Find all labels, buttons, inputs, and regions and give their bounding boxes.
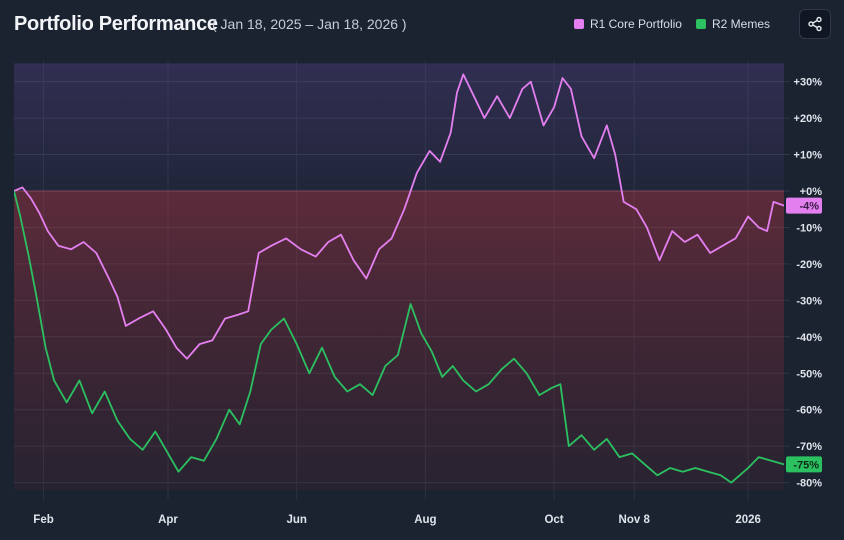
y-tick-label: -40% <box>796 332 822 344</box>
y-axis: +30% +20% +10% +0% -10% -20% -30% -40% -50% -60% -… <box>794 77 823 490</box>
y-tick-label: +0% <box>800 186 823 198</box>
y-tick-label: -30% <box>796 295 822 307</box>
end-label-bg-2 <box>786 456 822 473</box>
chart-title: Portfolio Performance <box>14 13 218 35</box>
x-tick-label: Feb <box>33 514 53 526</box>
legend-item-r1[interactable]: R1 Core Portfolio <box>573 17 682 31</box>
series-line-2[interactable] <box>14 190 784 484</box>
x-tick-label: Jun <box>286 514 306 526</box>
x-tick-label: Oct <box>544 514 563 526</box>
end-label-1: -4% <box>799 201 819 213</box>
negative-band <box>14 191 784 490</box>
end-labels: -4% -75% <box>786 197 822 473</box>
y-tick-label: -50% <box>796 368 822 380</box>
legend-label-r1: R1 Core Portfolio <box>589 17 682 31</box>
chart-header: Portfolio Performance ( Jan 18, 2025 – J… <box>0 0 844 56</box>
legend: R1 Core Portfolio R2 Memes <box>573 17 770 31</box>
y-tick-label: +20% <box>794 113 823 125</box>
series-lines <box>14 73 784 484</box>
y-tick-label: -70% <box>796 441 822 453</box>
x-tick-label: Apr <box>158 514 178 526</box>
positive-band <box>14 63 784 191</box>
end-label-2: -75% <box>793 459 819 471</box>
x-tick-label: Nov 8 <box>619 514 651 526</box>
x-tick-label: Aug <box>414 514 436 526</box>
x-tick-label: 2026 <box>735 514 761 526</box>
x-axis: Feb Apr Jun Aug Oct Nov 8 2026 <box>33 514 761 526</box>
legend-swatch-r2 <box>695 19 706 29</box>
y-tick-label: -10% <box>796 222 822 234</box>
share-button[interactable] <box>799 9 831 39</box>
legend-swatch-r1 <box>573 19 584 29</box>
legend-item-r2[interactable]: R2 Memes <box>695 17 770 31</box>
y-tick-label: -60% <box>796 405 822 417</box>
date-range: ( Jan 18, 2025 – Jan 18, 2026 ) <box>212 16 407 32</box>
y-tick-label: +10% <box>794 150 823 162</box>
area-fills <box>14 63 784 490</box>
series-line-1[interactable] <box>14 73 784 360</box>
end-label-bg-1 <box>786 197 822 214</box>
share-icon <box>808 16 822 32</box>
y-tick-label: -20% <box>796 259 822 271</box>
y-tick-label: +30% <box>794 77 823 89</box>
legend-label-r2: R2 Memes <box>711 17 770 31</box>
y-tick-label: -80% <box>796 478 822 490</box>
